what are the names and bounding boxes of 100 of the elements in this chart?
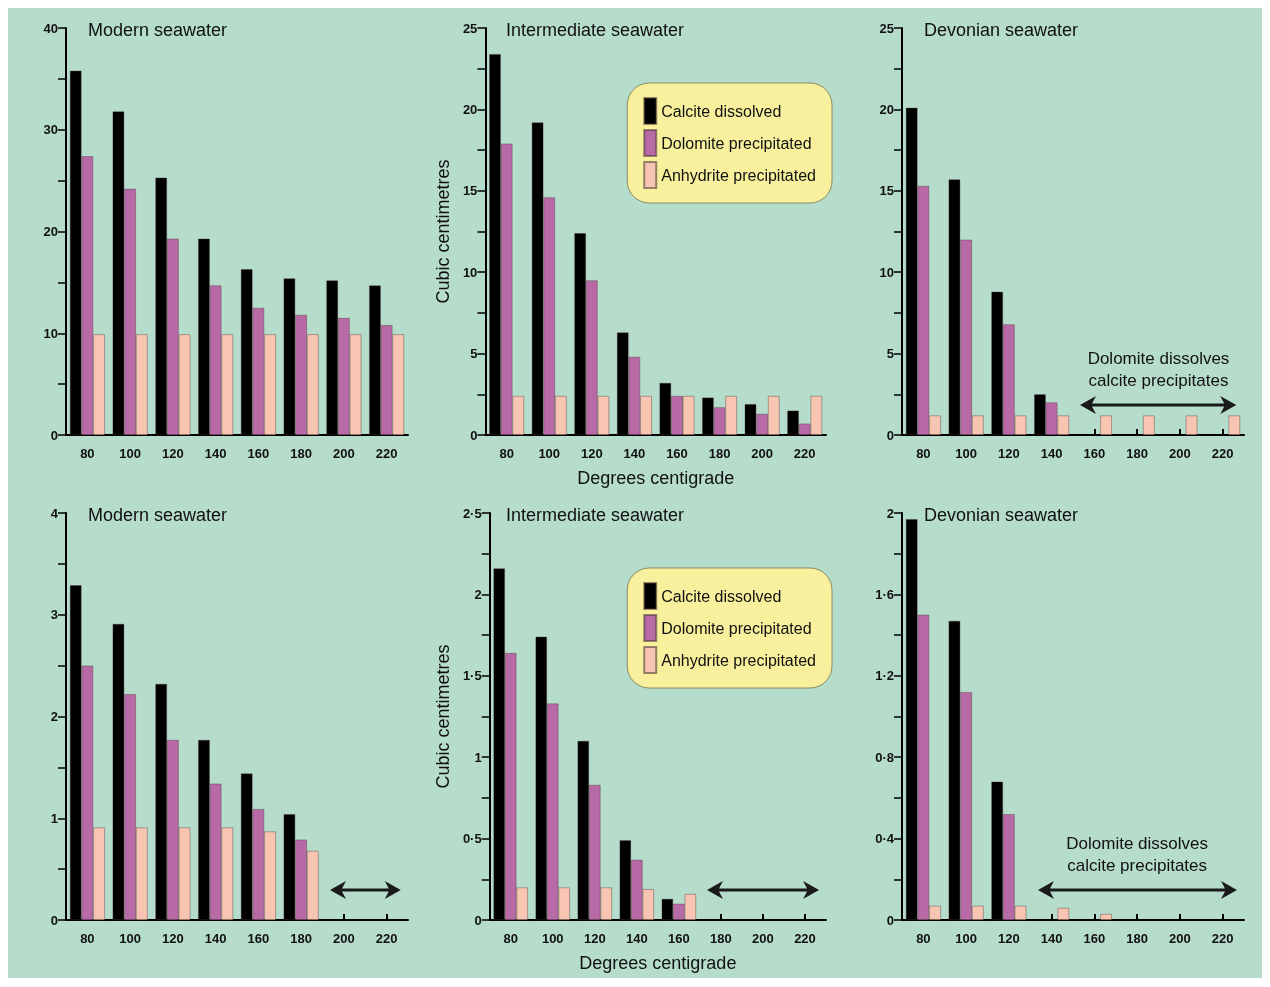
x-tick-label: 180	[290, 931, 312, 946]
x-tick-label: 220	[375, 931, 398, 946]
chart-title: Devonian seawater	[924, 505, 1079, 525]
x-tick-label: 80	[80, 931, 95, 946]
x-tick-label: 140	[1040, 446, 1063, 461]
y-tick-label: 10	[43, 325, 58, 341]
bar	[1228, 415, 1241, 435]
y-tick-label: 5	[886, 346, 894, 362]
y-tick-label: 0·4	[875, 831, 895, 847]
x-tick-label: 140	[623, 446, 646, 461]
x-tick-label: 100	[119, 931, 141, 946]
chart-title: Intermediate seawater	[506, 20, 685, 40]
y-tick-label: 30	[43, 122, 58, 138]
x-tick-label: 100	[541, 931, 564, 946]
x-tick-label: 200	[1169, 931, 1191, 946]
y-tick-label: 2	[886, 505, 894, 521]
x-tick-label: 160	[247, 446, 270, 461]
x-tick-label: 160	[247, 931, 270, 946]
x-tick-label: 220	[1211, 931, 1234, 946]
y-tick-label: 20	[43, 224, 58, 239]
y-tick-label: 1	[50, 810, 58, 826]
bar	[1100, 913, 1112, 920]
x-tick-label: 100	[955, 446, 977, 461]
x-tick-label: 120	[162, 931, 184, 946]
legend-label: Dolomite precipitated	[661, 619, 812, 637]
x-tick-label: 140	[1040, 931, 1063, 946]
x-tick-label: 120	[998, 931, 1020, 946]
legend-label: Anhydrite precipitated	[661, 651, 817, 669]
x-axis-title: Degrees centigrade	[579, 953, 737, 973]
x-tick-label: 80	[916, 446, 931, 461]
bar	[1100, 415, 1112, 435]
y-tick-label: 4	[50, 505, 59, 521]
x-tick-label: 100	[538, 446, 561, 461]
y-tick-label: 0	[474, 912, 482, 928]
y-tick-label: 0	[886, 912, 894, 928]
y-tick-label: 15	[462, 183, 478, 199]
y-tick-label: 0·5	[462, 831, 482, 847]
x-tick-label: 160	[666, 446, 688, 461]
y-tick-label: 10	[462, 264, 478, 280]
x-tick-label: 220	[793, 446, 816, 461]
x-tick-label: 80	[503, 931, 518, 946]
y-axis-title: Cubic centimetres	[433, 159, 453, 304]
x-tick-label: 160	[668, 931, 690, 946]
x-tick-label: 200	[1169, 446, 1191, 461]
x-tick-label: 140	[204, 446, 227, 461]
bar	[1057, 907, 1070, 920]
y-tick-label: 2·5	[462, 505, 482, 521]
y-tick-label: 1·6	[875, 586, 894, 602]
y-tick-label: 20	[879, 101, 894, 117]
x-tick-label: 180	[708, 446, 731, 461]
y-tick-label: 15	[879, 183, 894, 199]
legend-label: Dolomite precipitated	[661, 134, 812, 152]
y-tick-label: 40	[43, 20, 58, 36]
x-tick-label: 180	[1126, 446, 1148, 461]
x-tick-label: 220	[375, 446, 398, 461]
x-tick-label: 180	[1126, 931, 1148, 946]
x-tick-label: 160	[1083, 446, 1106, 461]
chart-title: Modern seawater	[88, 505, 228, 525]
y-tick-label: 25	[462, 20, 478, 36]
x-tick-label: 220	[1211, 446, 1234, 461]
y-tick-label: 1·2	[875, 668, 894, 684]
x-tick-label: 200	[751, 446, 773, 461]
x-tick-label: 120	[583, 931, 606, 946]
chart-title: Intermediate seawater	[506, 505, 685, 525]
y-tick-label: 0	[470, 427, 478, 443]
legend-label: Calcite dissolved	[661, 102, 782, 120]
x-tick-label: 160	[1083, 931, 1106, 946]
x-tick-label: 220	[794, 931, 816, 946]
x-tick-label: 120	[580, 446, 603, 461]
x-tick-label: 140	[625, 931, 648, 946]
x-tick-label: 180	[290, 446, 312, 461]
y-tick-label: 3	[50, 607, 58, 623]
x-tick-label: 100	[955, 931, 977, 946]
x-tick-label: 100	[119, 446, 141, 461]
bar	[1185, 415, 1198, 435]
x-tick-label: 140	[204, 931, 227, 946]
y-tick-label: 1·5	[462, 668, 482, 684]
x-tick-label: 120	[998, 446, 1020, 461]
x-tick-label: 80	[80, 446, 95, 461]
chart-title: Devonian seawater	[924, 20, 1079, 40]
annotation: Dolomite dissolves calcite precipitates	[1066, 833, 1208, 875]
y-tick-label: 5	[470, 346, 478, 362]
y-tick-label: 0·8	[875, 749, 894, 765]
legend-label: Anhydrite precipitated	[661, 166, 817, 184]
y-tick-label: 10	[879, 264, 894, 280]
x-tick-label: 200	[752, 931, 774, 946]
x-tick-label: 80	[916, 931, 931, 946]
x-tick-label: 180	[710, 931, 732, 946]
x-tick-label: 200	[333, 931, 355, 946]
bar	[1142, 415, 1155, 435]
y-tick-label: 2	[50, 709, 58, 724]
x-tick-label: 80	[499, 446, 514, 461]
y-axis-title: Cubic centimetres	[433, 644, 453, 789]
y-tick-label: 25	[879, 20, 894, 36]
y-tick-label: 2	[474, 586, 482, 602]
y-tick-label: 20	[462, 101, 478, 117]
y-tick-label: 0	[50, 427, 58, 443]
annotation: Dolomite dissolves calcite precipitates	[1087, 348, 1230, 390]
x-axis-title: Degrees centigrade	[577, 468, 735, 488]
x-tick-label: 200	[333, 446, 355, 461]
